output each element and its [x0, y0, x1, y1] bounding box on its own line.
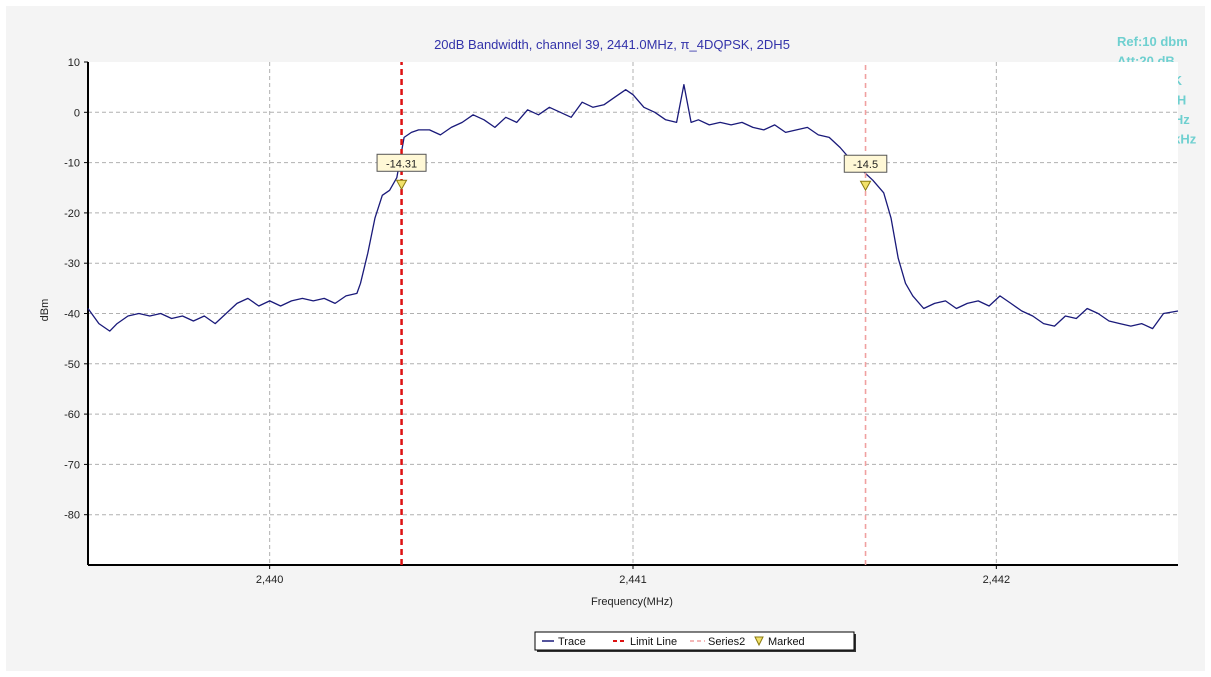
legend-swatch-marked: [754, 636, 764, 647]
gridlines: [88, 62, 1178, 565]
trace-line: [87, 83, 1179, 332]
x-tick-label: 2,442: [983, 574, 1011, 586]
y-tick-label: -10: [64, 158, 80, 170]
y-tick-label: -80: [64, 510, 80, 522]
marker-label: -14.31: [386, 158, 417, 170]
y-axis-title: dBm: [39, 299, 51, 322]
legend-label-marked: Marked: [768, 636, 805, 648]
marker-label: -14.5: [853, 159, 878, 171]
y-tick-label: -40: [64, 309, 80, 321]
marker-point: [859, 180, 872, 192]
y-tick-label: 10: [68, 57, 80, 69]
legend: Trace Limit Line Series2 Marked: [534, 631, 856, 652]
plot-area: -14.31 -14.5: [87, 62, 1179, 565]
y-tick-label: -70: [64, 459, 80, 471]
plot-background: [88, 62, 1178, 565]
info-line: Ref:10 dbm: [1117, 34, 1188, 49]
chart-frame: 20dB Bandwidth, channel 39, 2441.0MHz, π…: [6, 6, 1205, 671]
y-tick-label: -30: [64, 258, 80, 270]
legend-label-trace: Trace: [558, 636, 586, 648]
legend-label-limit: Limit Line: [630, 636, 677, 648]
y-tick-label: -20: [64, 208, 80, 220]
x-tick-label: 2,440: [256, 574, 284, 586]
chart-title: 20dB Bandwidth, channel 39, 2441.0MHz, π…: [434, 37, 790, 52]
y-tick-label: -60: [64, 409, 80, 421]
y-tick-label: 0: [74, 107, 80, 119]
y-tick-label: -50: [64, 359, 80, 371]
bandwidth-chart: 20dB Bandwidth, channel 39, 2441.0MHz, π…: [39, 34, 1197, 652]
marker-label-box: [376, 153, 427, 172]
legend-label-series2: Series2: [708, 636, 745, 648]
legend-box: [534, 631, 855, 651]
x-axis-title: Frequency(MHz): [591, 596, 673, 608]
x-tick-label: 2,441: [619, 574, 647, 586]
axes: 10 0 -10 -20 -30 -40 -50 -60 -70 -80 2,440 2,441 2,4…: [64, 57, 1178, 586]
marker-point: [395, 179, 408, 191]
marker-label-box: [843, 154, 888, 173]
